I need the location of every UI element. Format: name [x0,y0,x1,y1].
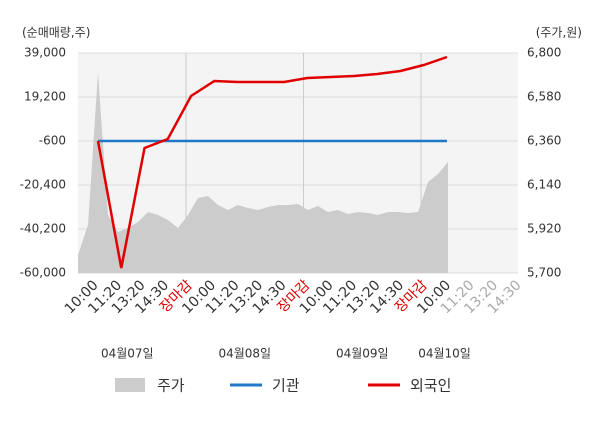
legend-swatch [115,378,145,392]
price-area [78,73,448,273]
legend-label: 주가 [157,377,185,395]
date-label: 04월09일 [336,347,389,361]
y-tick-label: -40,200 [20,222,66,236]
y-tick-label: -20,400 [20,178,66,192]
y-tick-label: 39,000 [24,46,66,60]
y-tick-label: -60,000 [20,266,66,280]
date-label: 04월08일 [218,347,271,361]
legend-label: 외국인 [410,377,451,395]
y2-tick-label: 6,360 [527,134,561,148]
y-tick-label: -600 [39,134,66,148]
y2-tick-label: 5,700 [527,266,561,280]
date-label: 04월10일 [418,347,471,361]
legend-label: 기관 [272,377,300,395]
y2-tick-label: 6,140 [527,178,561,192]
date-label: 04월07일 [101,347,154,361]
y2-axis-title: (주가,원) [536,26,582,40]
series-line [96,55,448,269]
y2-tick-label: 6,800 [527,46,561,60]
y2-tick-label: 6,580 [527,90,561,104]
y2-tick-label: 5,920 [527,222,561,236]
y-tick-label: 19,200 [24,90,66,104]
y-axis-title: (순매매량,주) [22,26,90,40]
